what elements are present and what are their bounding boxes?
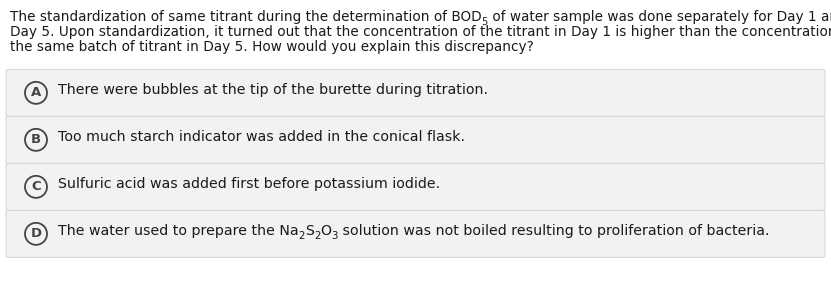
Text: A: A [31,86,41,99]
Text: 5: 5 [482,17,488,26]
Text: There were bubbles at the tip of the burette during titration.: There were bubbles at the tip of the bur… [58,83,488,97]
Text: Too much starch indicator was added in the conical flask.: Too much starch indicator was added in t… [58,130,465,144]
FancyBboxPatch shape [6,210,825,257]
Text: B: B [31,133,41,146]
Text: C: C [32,180,41,193]
Text: Day 5. Upon standardization, it turned out that the concentration of the titrant: Day 5. Upon standardization, it turned o… [10,25,831,39]
Text: The water used to prepare the Na: The water used to prepare the Na [58,224,298,238]
Text: the same batch of titrant in Day 5. How would you explain this discrepancy?: the same batch of titrant in Day 5. How … [10,40,534,54]
Text: O: O [320,224,332,238]
FancyBboxPatch shape [6,163,825,210]
Text: solution was not boiled resulting to proliferation of bacteria.: solution was not boiled resulting to pro… [337,224,770,238]
Text: Sulfuric acid was added first before potassium iodide.: Sulfuric acid was added first before pot… [58,177,440,191]
Text: 2: 2 [298,231,305,241]
FancyBboxPatch shape [6,69,825,116]
Text: 2: 2 [314,231,320,241]
Text: The standardization of same titrant during the determination of BOD: The standardization of same titrant duri… [10,10,482,24]
Text: of water sample was done separately for Day 1 and: of water sample was done separately for … [488,10,831,24]
Text: 3: 3 [332,231,337,241]
Text: D: D [31,227,42,240]
FancyBboxPatch shape [6,116,825,163]
Text: S: S [305,224,314,238]
